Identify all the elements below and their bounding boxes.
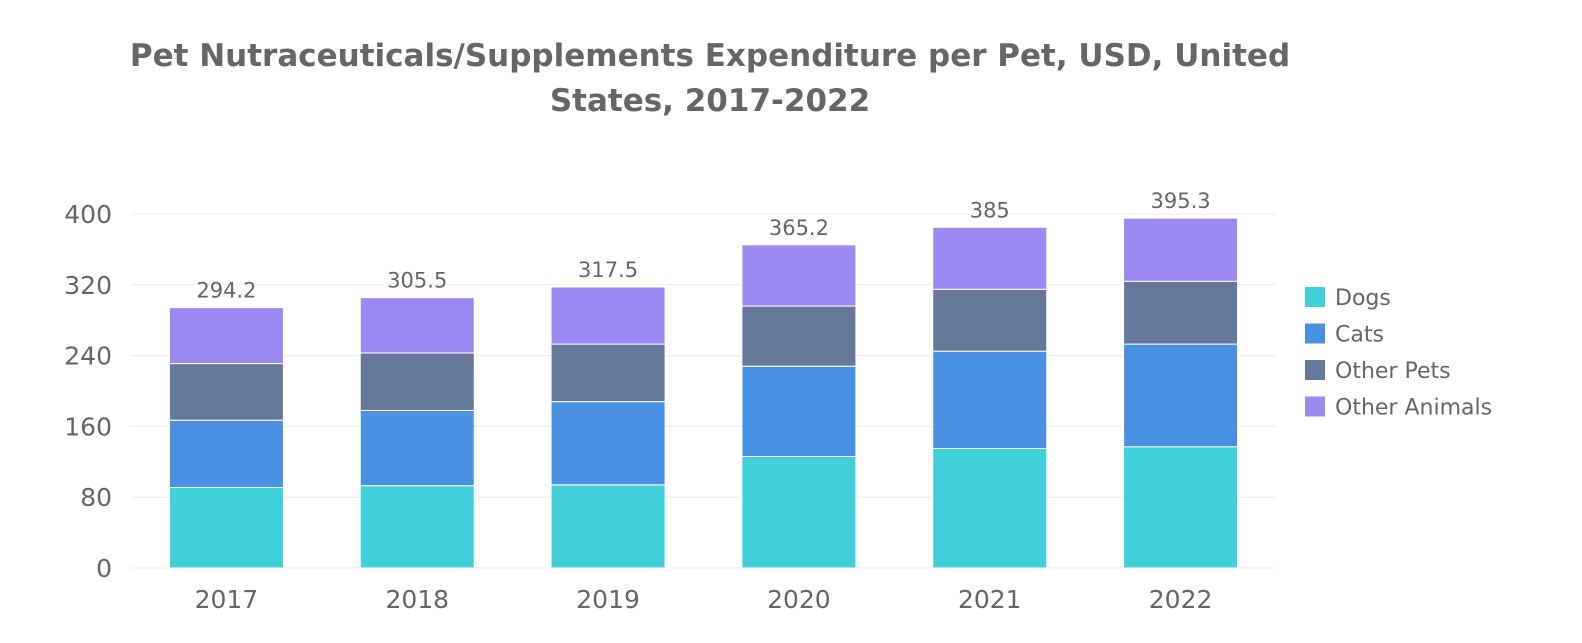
chart-title-line-1: Pet Nutraceuticals/Supplements Expenditu… bbox=[130, 38, 1290, 74]
legend-swatch-other-animals bbox=[1305, 396, 1325, 417]
bar-2021-dogs bbox=[932, 448, 1048, 569]
legend-label-dogs: Dogs bbox=[1335, 286, 1391, 311]
x-tick-label-2020: 2020 bbox=[767, 585, 831, 614]
legend-label-cats: Cats bbox=[1335, 323, 1384, 348]
y-axis-ticks: 0 80 160 240 320 400 bbox=[64, 200, 112, 583]
bar-2022-other-animals bbox=[1123, 217, 1239, 282]
bar-2017-other-animals bbox=[168, 307, 284, 365]
x-tick-label-2022: 2022 bbox=[1149, 585, 1213, 614]
bars bbox=[168, 217, 1239, 569]
bar-2021-cats bbox=[932, 350, 1048, 450]
x-tick-label-2018: 2018 bbox=[385, 585, 449, 614]
bar-2022-dogs bbox=[1123, 446, 1239, 569]
y-tick-label-80: 80 bbox=[80, 483, 112, 512]
bar-2019-dogs bbox=[550, 484, 666, 569]
legend-swatch-dogs bbox=[1305, 287, 1325, 307]
bar-2021-other-pets bbox=[932, 288, 1048, 352]
gridlines bbox=[131, 213, 1276, 569]
legend-label-other-pets: Other Pets bbox=[1335, 359, 1451, 384]
bar-2018-other-animals bbox=[359, 297, 475, 354]
total-label-2022: 395.3 bbox=[1151, 189, 1211, 213]
x-axis-ticks: 2017 2018 2019 2020 2021 2022 bbox=[195, 585, 1213, 614]
total-label-2020: 365.2 bbox=[769, 216, 829, 240]
legend-swatch-cats bbox=[1305, 323, 1325, 344]
legend-swatch-other-pets bbox=[1305, 360, 1325, 380]
total-label-2018: 305.5 bbox=[387, 269, 447, 293]
bar-2017-other-pets bbox=[168, 363, 284, 421]
bar-2018-other-pets bbox=[359, 352, 475, 411]
y-tick-label-160: 160 bbox=[64, 412, 112, 441]
total-label-2017: 294.2 bbox=[196, 279, 256, 303]
chart-title-line-2: States, 2017-2022 bbox=[550, 83, 870, 119]
bar-2019-cats bbox=[550, 401, 666, 486]
y-tick-label-320: 320 bbox=[64, 271, 112, 300]
legend: Dogs Cats Other Pets Other Animals bbox=[1305, 286, 1492, 421]
bar-2020-other-animals bbox=[741, 244, 857, 307]
bar-2018-cats bbox=[359, 409, 475, 487]
x-tick-label-2019: 2019 bbox=[576, 585, 640, 614]
total-label-2021: 385 bbox=[970, 198, 1010, 222]
total-label-2019: 317.5 bbox=[578, 258, 638, 282]
bar-2017-dogs bbox=[168, 486, 284, 569]
y-tick-label-240: 240 bbox=[64, 342, 112, 371]
total-labels: 294.2 305.5 317.5 365.2 385 395.3 bbox=[196, 189, 1210, 302]
bar-2021-other-animals bbox=[932, 226, 1048, 290]
bar-2022-other-pets bbox=[1123, 280, 1239, 345]
bar-2022-cats bbox=[1123, 343, 1239, 448]
legend-label-other-animals: Other Animals bbox=[1335, 396, 1492, 421]
bar-2017-cats bbox=[168, 419, 284, 488]
y-tick-label-0: 0 bbox=[96, 554, 112, 583]
x-tick-label-2017: 2017 bbox=[195, 585, 259, 614]
y-tick-label-400: 400 bbox=[64, 200, 112, 229]
x-tick-label-2021: 2021 bbox=[958, 585, 1022, 614]
bar-2019-other-animals bbox=[550, 286, 666, 345]
bar-2020-dogs bbox=[741, 455, 857, 569]
bar-2018-dogs bbox=[359, 485, 475, 569]
bar-2020-other-pets bbox=[741, 305, 857, 367]
bar-2020-cats bbox=[741, 365, 857, 457]
bar-2019-other-pets bbox=[550, 343, 666, 403]
